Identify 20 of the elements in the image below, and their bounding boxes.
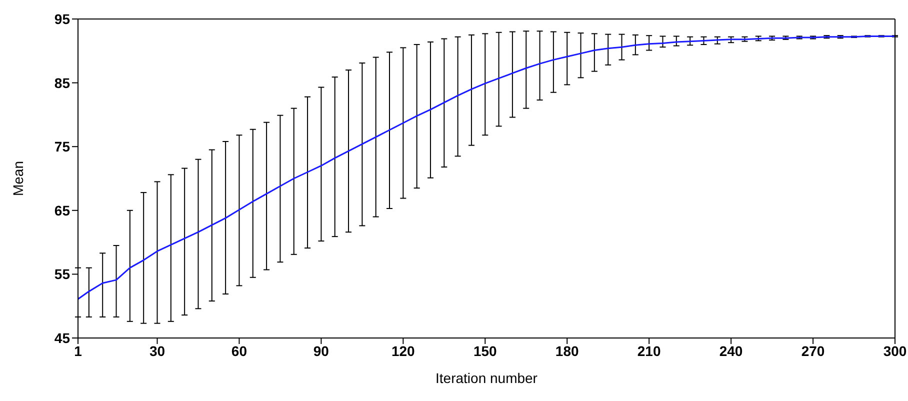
y-axis-title: Mean <box>10 160 26 196</box>
x-tick-label: 180 <box>555 342 579 359</box>
line-series <box>78 35 895 300</box>
x-tick-label: 240 <box>719 342 743 359</box>
x-tick-label: 120 <box>391 342 416 359</box>
x-tick-label: 30 <box>149 342 166 359</box>
x-tick-label: 1 <box>74 342 82 359</box>
x-tick-label: 270 <box>801 342 825 359</box>
y-tick-label: 75 <box>54 138 70 155</box>
y-tick-label: 55 <box>54 266 70 282</box>
y-tick-label: 65 <box>54 202 70 218</box>
y-tick-label: 95 <box>54 10 70 27</box>
x-tick-label: 210 <box>637 342 661 359</box>
y-tick-label: 85 <box>54 74 70 91</box>
x-tick-label: 90 <box>313 342 330 359</box>
x-tick-label: 150 <box>473 342 498 359</box>
y-tick-label: 45 <box>54 330 70 346</box>
x-axis-title: Iteration number <box>436 370 538 386</box>
x-tick-label: 300 <box>883 342 907 359</box>
x-tick-label: 60 <box>231 342 248 359</box>
